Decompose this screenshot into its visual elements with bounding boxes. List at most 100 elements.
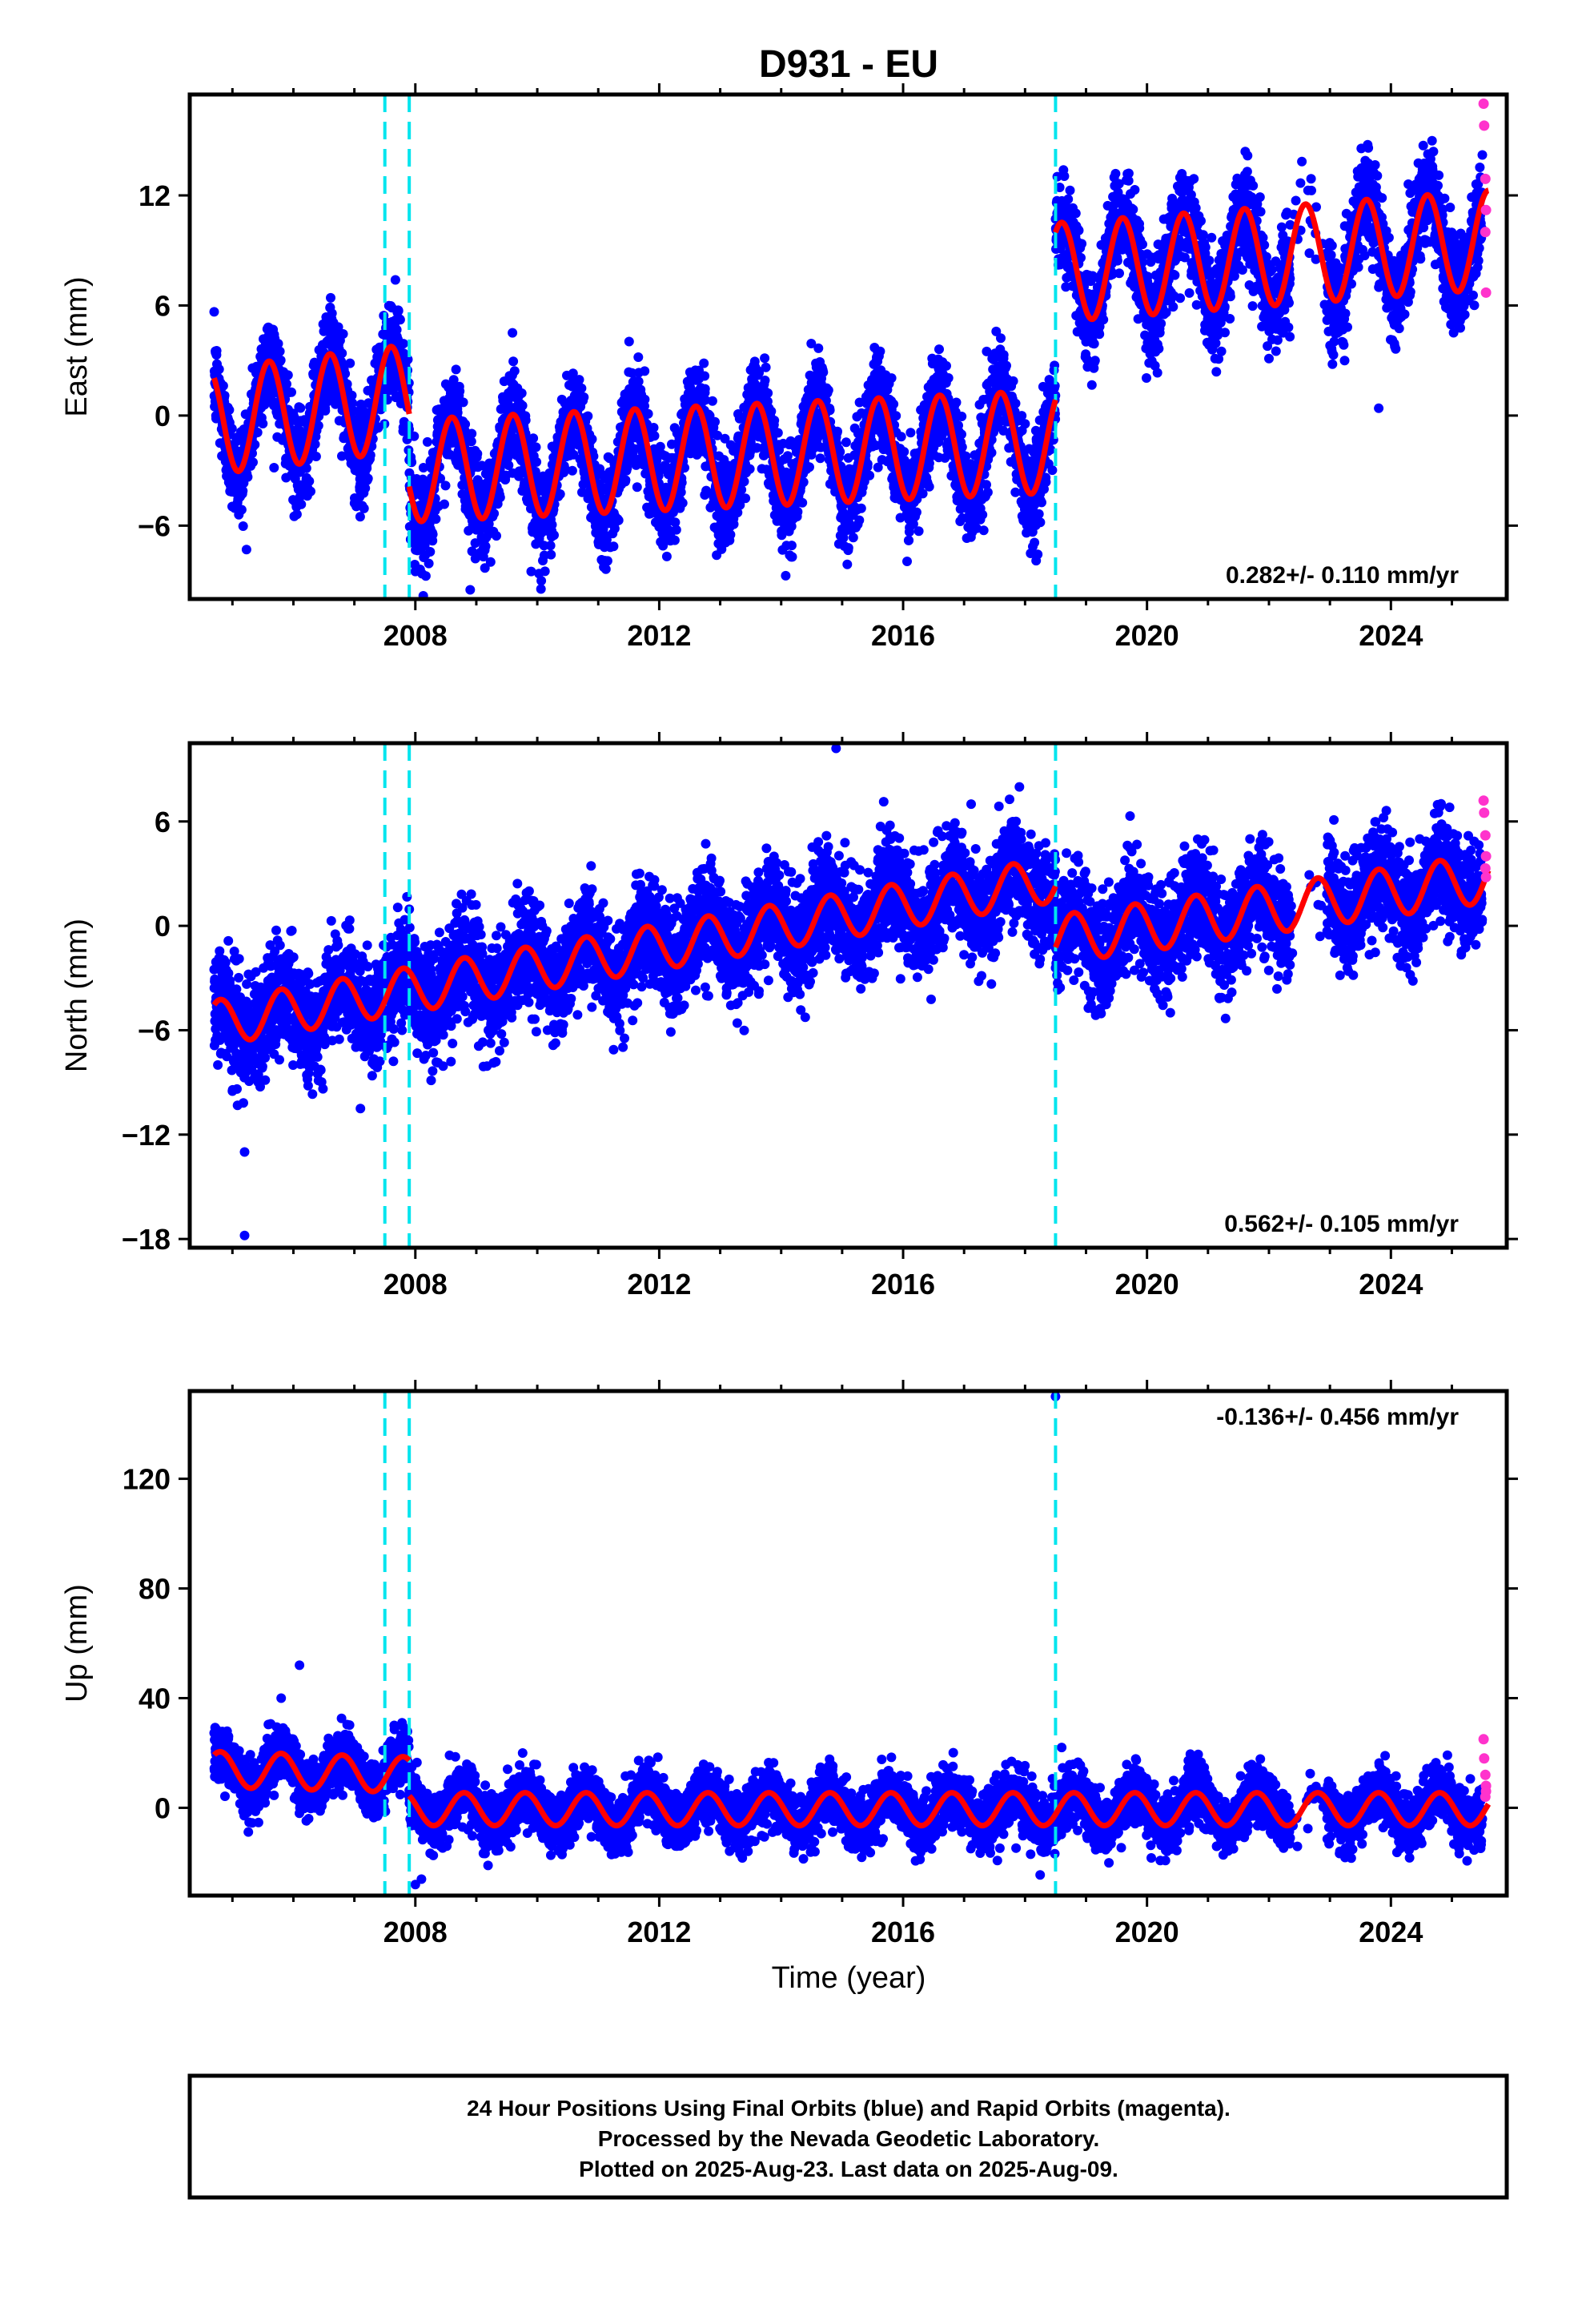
final-orbit-point <box>951 397 962 408</box>
final-orbit-point <box>905 428 916 438</box>
final-orbit-point <box>337 348 347 359</box>
final-orbit-point <box>741 493 751 504</box>
final-orbit-point <box>583 411 593 421</box>
final-orbit-point <box>495 493 505 503</box>
final-orbit-point <box>516 388 527 398</box>
final-orbit-point <box>613 515 624 525</box>
final-orbit-point <box>209 307 219 317</box>
final-orbit-point <box>296 499 307 509</box>
final-orbit-point <box>520 415 531 425</box>
final-orbit-point <box>546 549 556 560</box>
final-orbit-point <box>545 541 556 551</box>
final-orbit-point <box>886 373 897 384</box>
final-orbit-point <box>818 367 829 377</box>
final-orbit-point <box>942 360 951 371</box>
final-orbit-point <box>393 306 404 316</box>
final-orbit-point <box>643 408 653 419</box>
final-orbit-point <box>924 481 934 492</box>
final-orbit-point <box>813 343 824 353</box>
final-orbit-point <box>661 551 672 561</box>
final-orbit-point <box>395 315 405 325</box>
final-orbit-point <box>238 486 248 496</box>
final-orbit-point <box>760 353 770 364</box>
final-orbit-point <box>327 308 337 319</box>
chart-title: D931 - EU <box>759 43 938 86</box>
final-orbit-point <box>848 533 858 543</box>
final-orbit-point <box>1034 509 1044 519</box>
final-orbit-point <box>957 442 967 452</box>
final-orbit-point <box>655 441 665 452</box>
final-orbit-point <box>455 386 465 396</box>
final-orbit-point <box>1002 360 1011 371</box>
final-orbit-point <box>710 416 720 427</box>
final-orbit-point <box>729 519 739 529</box>
final-orbit-point <box>700 384 710 394</box>
final-orbit-point <box>424 558 434 569</box>
final-orbit-point <box>833 426 842 436</box>
final-orbit-point <box>458 397 468 408</box>
final-orbit-point <box>957 429 966 440</box>
final-orbit-point <box>536 576 547 586</box>
final-orbit-point <box>390 275 400 285</box>
final-orbit-point <box>904 535 914 545</box>
final-orbit-point <box>1035 517 1046 528</box>
final-orbit-point <box>219 391 230 400</box>
final-orbit-point <box>1030 537 1040 548</box>
final-orbit-point <box>856 503 866 513</box>
final-orbit-point <box>238 521 248 531</box>
final-orbit-point <box>624 336 634 347</box>
final-orbit-point <box>781 570 791 581</box>
final-orbit-point <box>760 376 770 385</box>
final-orbit-point <box>1008 376 1018 386</box>
final-orbit-point <box>224 404 235 415</box>
final-orbit-point <box>517 400 528 411</box>
final-orbit-point <box>555 489 565 499</box>
final-orbit-point <box>896 432 906 442</box>
final-orbit-point <box>218 380 228 391</box>
final-orbit-point <box>509 366 520 376</box>
final-orbit-point <box>528 433 539 444</box>
final-orbit-point <box>648 423 659 432</box>
final-orbit-point <box>913 526 924 537</box>
final-orbit-point <box>480 541 491 552</box>
final-orbit-point <box>797 497 808 508</box>
final-orbit-point <box>986 448 997 458</box>
final-orbit-point <box>725 529 736 540</box>
final-orbit-point <box>699 358 709 368</box>
final-orbit-point <box>620 475 631 485</box>
final-orbit-point <box>823 385 833 396</box>
final-orbit-point <box>815 453 825 464</box>
final-orbit-point <box>865 470 875 480</box>
final-orbit-point <box>320 405 331 416</box>
final-orbit-point <box>957 412 967 421</box>
final-orbit-point <box>640 394 650 404</box>
final-orbit-point <box>600 564 611 574</box>
final-orbit-point <box>359 503 369 513</box>
final-orbit-point <box>287 387 296 397</box>
final-orbit-point <box>258 419 268 428</box>
final-orbit-point <box>943 373 954 383</box>
final-orbit-point <box>536 584 546 594</box>
final-orbit-point <box>934 344 944 355</box>
final-orbit-point <box>854 515 865 525</box>
final-orbit-point <box>1020 419 1030 429</box>
final-orbit-point <box>227 424 237 434</box>
final-orbit-point <box>633 376 644 387</box>
final-orbit-point <box>440 499 449 509</box>
final-orbit-point <box>508 356 519 367</box>
final-orbit-point <box>211 346 222 356</box>
final-orbit-point <box>485 557 496 567</box>
final-orbit-point <box>275 355 286 365</box>
final-orbit-point <box>669 535 680 545</box>
final-orbit-point <box>902 557 912 566</box>
final-orbit-point <box>891 411 901 421</box>
final-orbit-point <box>640 366 650 376</box>
final-orbit-point <box>1010 398 1021 408</box>
final-orbit-point <box>841 437 851 448</box>
final-orbit-point <box>304 476 315 486</box>
final-orbit-point <box>420 571 431 581</box>
final-orbit-point <box>508 328 518 338</box>
final-orbit-point <box>431 514 441 525</box>
final-orbit-point <box>291 509 302 520</box>
